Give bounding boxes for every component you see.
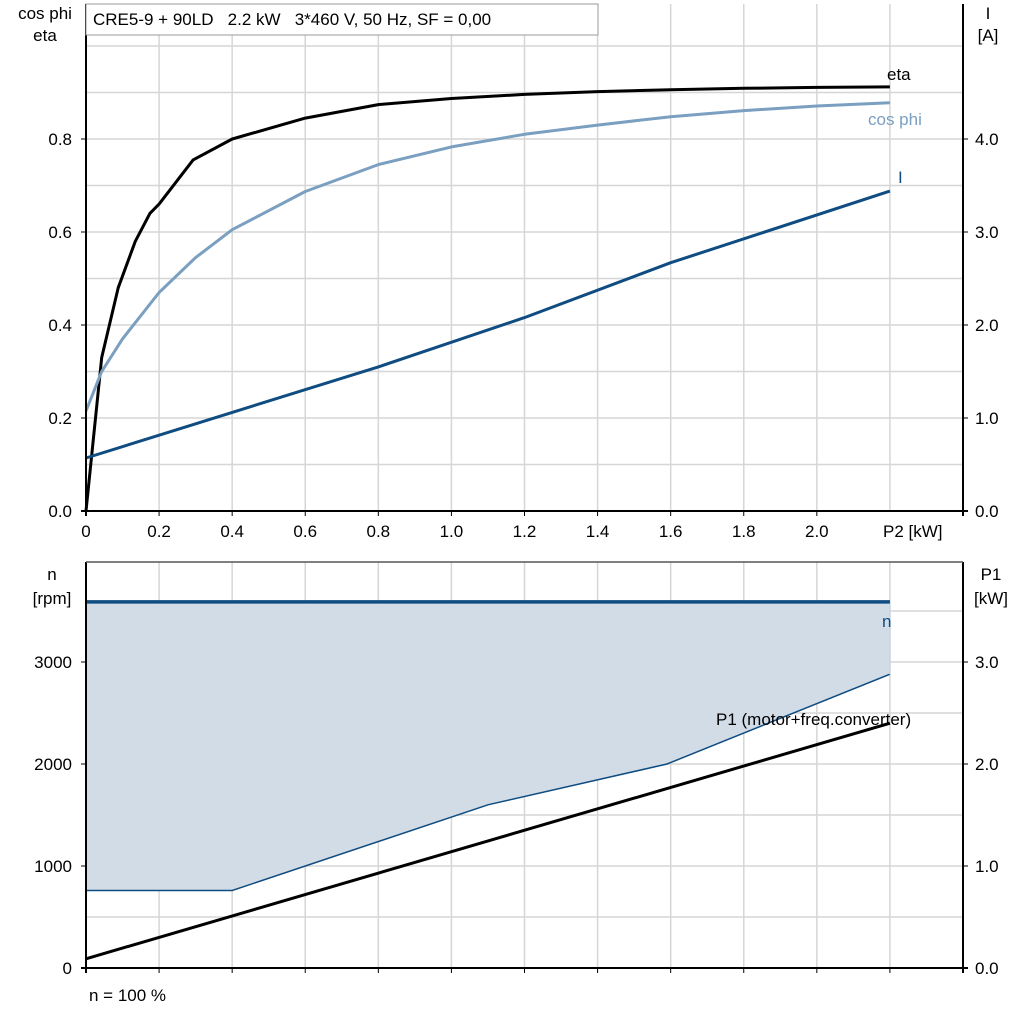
n-tick-label: 1000 (34, 857, 72, 876)
bottom-left-axis-label-2: [rpm] (33, 589, 72, 608)
top-right-axis-label-2: [A] (978, 26, 999, 45)
p1-tick-label: 2.0 (975, 755, 999, 774)
y2-tick-label: 1.0 (975, 409, 999, 428)
y-tick-label: 0.6 (48, 223, 72, 242)
y2-tick-label: 4.0 (975, 130, 999, 149)
p1-tick-label: 1.0 (975, 857, 999, 876)
x-tick-label: 1.2 (513, 522, 537, 541)
y2-tick-label: 0.0 (975, 502, 999, 521)
y2-tick-label: 3.0 (975, 223, 999, 242)
x-tick-label: 1.6 (659, 522, 683, 541)
top-right-axis-label-1: I (986, 4, 991, 23)
n-tick-label: 0 (63, 959, 72, 978)
bottom-left-axis-label-1: n (47, 565, 56, 584)
bottom-right-axis-label-2: [kW] (974, 589, 1008, 608)
series-label-cos-phi: cos phi (868, 110, 922, 129)
footnote: n = 100 % (89, 986, 166, 1005)
n-tick-label: 3000 (34, 653, 72, 672)
y-tick-label: 0.2 (48, 409, 72, 428)
x-tick-label: 0.6 (293, 522, 317, 541)
series-label-p1: P1 (motor+freq.converter) (716, 710, 911, 729)
series-line-cos-phi (84, 101, 890, 412)
chart-title: CRE5-9 + 90LD 2.2 kW 3*460 V, 50 Hz, SF … (93, 10, 491, 29)
y2-tick-label: 2.0 (975, 316, 999, 335)
series-label-n: n (882, 612, 891, 631)
n-min-line (86, 673, 891, 892)
n-tick-label: 2000 (34, 755, 72, 774)
x-tick-label: 1.0 (440, 522, 464, 541)
series-label-eta: eta (887, 65, 911, 84)
x-tick-label: 2.0 (805, 522, 829, 541)
y-tick-label: 0.0 (48, 502, 72, 521)
x-axis-label: P2 [kW] (883, 522, 943, 541)
bottom-right-axis-label-1: P1 (981, 565, 1002, 584)
n-range-area (86, 601, 890, 891)
series-line-eta (84, 85, 890, 512)
title-box (85, 3, 599, 36)
y-tick-label: 0.8 (48, 130, 72, 149)
x-tick-label: 1.8 (732, 522, 756, 541)
y-tick-label: 0.4 (48, 316, 72, 335)
top-left-axis-label-2: eta (33, 26, 57, 45)
x-tick-label: 1.4 (586, 522, 610, 541)
series-label-i: I (898, 168, 903, 187)
x-tick-label: 0.2 (147, 522, 171, 541)
p1-tick-label: 0.0 (975, 959, 999, 978)
series-line-i (85, 189, 891, 460)
x-tick-label: 0.4 (220, 522, 244, 541)
x-tick-label: 0 (81, 522, 90, 541)
top-left-axis-label-1: cos phi (18, 4, 72, 23)
p1-tick-label: 3.0 (975, 653, 999, 672)
series-line-p1 (85, 721, 891, 961)
x-tick-label: 0.8 (367, 522, 391, 541)
